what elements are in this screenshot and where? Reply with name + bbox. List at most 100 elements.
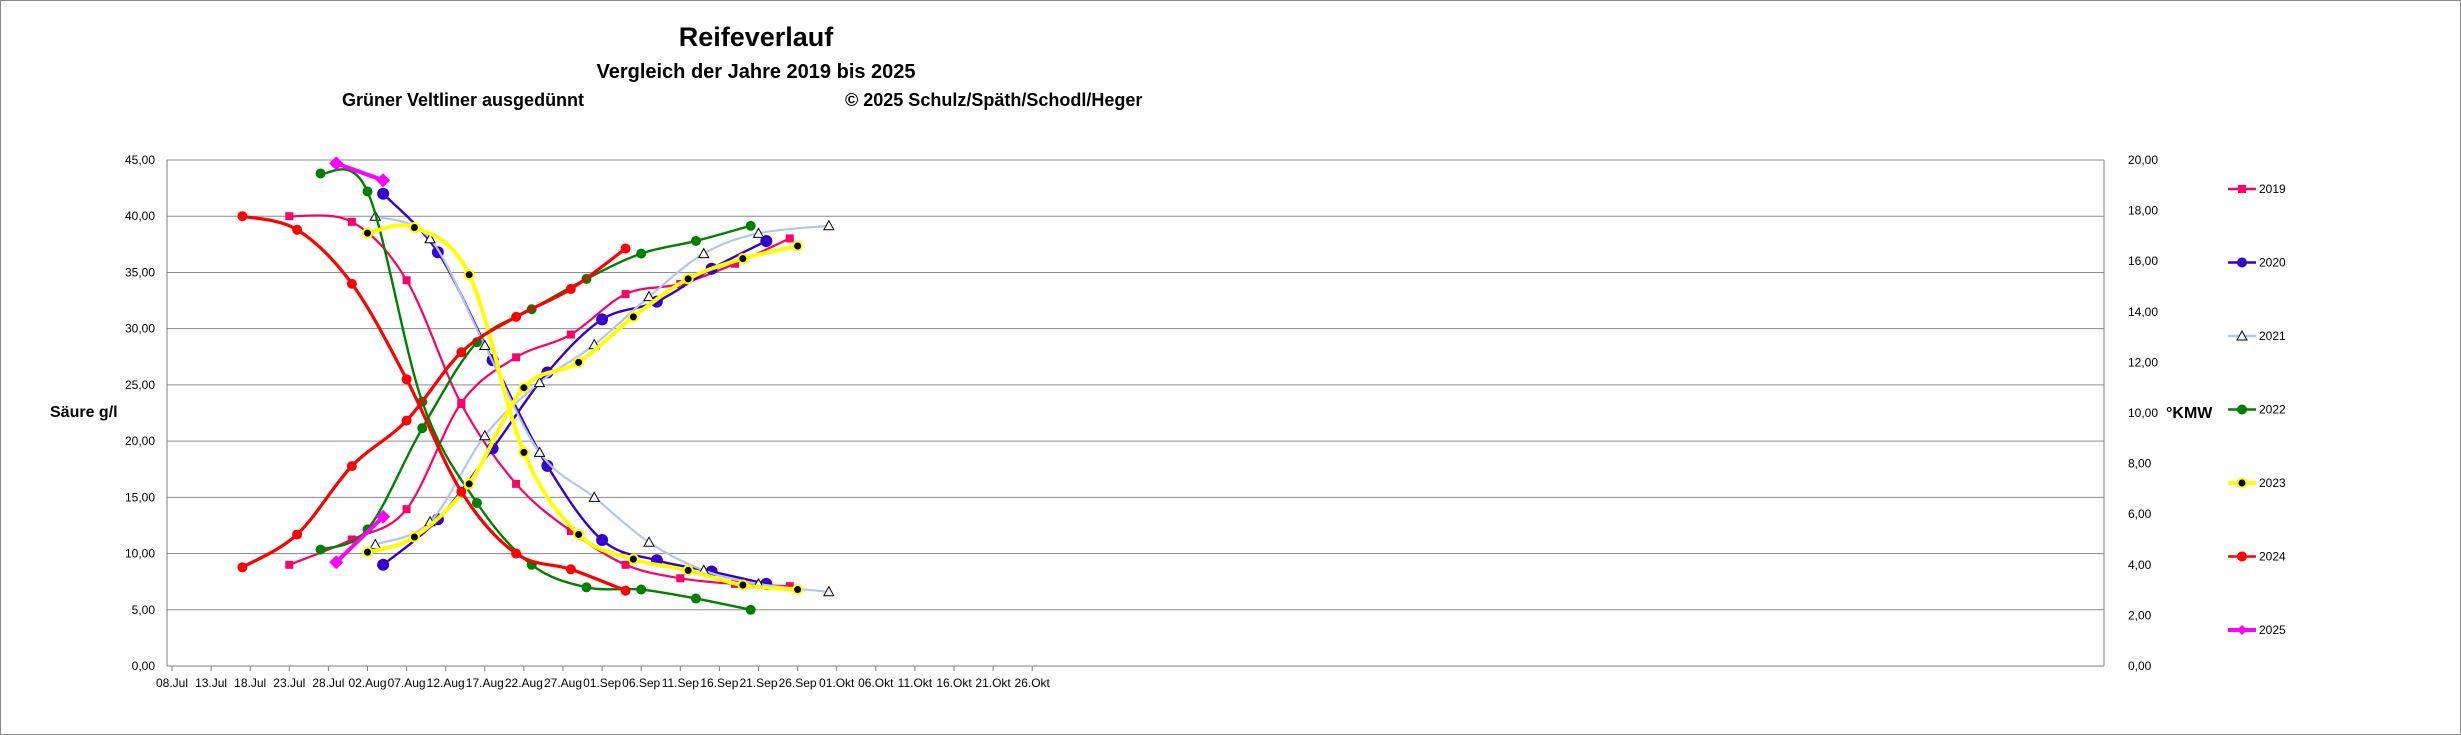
series-2024-acid-point bbox=[346, 278, 357, 289]
series-2023-acid-point bbox=[737, 579, 749, 591]
series-2025-acid-point bbox=[329, 156, 344, 171]
legend-label-2019: 2019 bbox=[2259, 182, 2286, 196]
series-2019-kmw-point bbox=[457, 398, 466, 407]
series-2023-kmw-point bbox=[463, 478, 475, 490]
series-2023-acid-point bbox=[792, 584, 804, 596]
series-2019-acid-point bbox=[347, 217, 356, 226]
series-2023-kmw-point bbox=[518, 382, 530, 394]
series-2023-acid-point bbox=[362, 227, 373, 239]
legend-marker-2021 bbox=[2236, 329, 2248, 341]
y-tick-label: 5,00 bbox=[132, 603, 156, 617]
series-2023-acid-point bbox=[682, 564, 694, 576]
legend-label-2022: 2022 bbox=[2259, 403, 2286, 417]
y-tick-label: 25,00 bbox=[125, 378, 155, 392]
x-tick-label: 22.Aug bbox=[505, 676, 543, 690]
legend-marker-2022 bbox=[2237, 404, 2247, 415]
y-tick-label: 15,00 bbox=[125, 490, 155, 504]
series-2019-kmw-point bbox=[566, 330, 575, 339]
y2-tick-label: 14,00 bbox=[2128, 305, 2158, 319]
y-tick-label: 0,00 bbox=[132, 659, 156, 673]
y-tick-label: 40,00 bbox=[125, 209, 155, 223]
series-2021-kmw-point bbox=[823, 219, 835, 231]
series-2021-kmw-point bbox=[752, 227, 765, 238]
series-2024-kmw-point bbox=[401, 415, 412, 426]
series-2024-acid-point bbox=[456, 486, 467, 497]
series-2022-acid-point bbox=[471, 497, 482, 508]
series-2019-acid-point bbox=[676, 574, 685, 583]
series-2022-kmw-point bbox=[315, 544, 326, 555]
series-2024-kmw-point bbox=[620, 243, 631, 254]
x-tick-label: 17.Aug bbox=[466, 676, 504, 690]
series-2022-acid-point bbox=[636, 584, 647, 595]
series-2022-acid-point bbox=[315, 168, 326, 179]
series-2020-acid-point bbox=[596, 534, 609, 547]
x-tick-label: 16.Sep bbox=[700, 676, 738, 690]
legend-marker-2024 bbox=[2237, 551, 2247, 562]
series-2022-kmw-point bbox=[636, 248, 647, 259]
y-tick-label: 45,00 bbox=[125, 153, 155, 167]
series-2023-kmw-point bbox=[792, 240, 804, 252]
legend-marker-2025 bbox=[2237, 625, 2247, 635]
y-tick-label: 20,00 bbox=[125, 434, 155, 448]
series-2019-kmw-point bbox=[731, 259, 740, 268]
series-2020-acid-point bbox=[377, 187, 390, 200]
series-2023-kmw-point bbox=[362, 546, 373, 558]
series-2020-acid-point bbox=[541, 459, 554, 472]
y-tick-label: 35,00 bbox=[125, 265, 155, 279]
series-2024-acid-point bbox=[237, 211, 248, 222]
x-tick-label: 06.Okt bbox=[858, 676, 894, 690]
series-2024-kmw-point bbox=[511, 311, 522, 322]
x-tick-label: 01.Okt bbox=[819, 676, 855, 690]
series-2024-kmw-point bbox=[565, 284, 576, 295]
series-2025-kmw-line bbox=[334, 514, 386, 565]
legend-label-2021: 2021 bbox=[2259, 329, 2286, 343]
series-2021-kmw-point bbox=[478, 429, 491, 441]
x-tick-label: 21.Okt bbox=[975, 676, 1011, 690]
series-2019-kmw-point bbox=[512, 353, 521, 362]
series-2021-acid-point bbox=[643, 536, 655, 547]
series-2021-acid-point bbox=[588, 491, 601, 502]
x-tick-label: 18.Jul bbox=[234, 676, 266, 690]
y2-tick-label: 10,00 bbox=[2128, 406, 2158, 420]
x-tick-label: 28.Jul bbox=[312, 676, 344, 690]
series-2021-kmw-point bbox=[533, 376, 546, 388]
series-2024-kmw-point bbox=[346, 461, 357, 472]
x-tick-label: 07.Aug bbox=[388, 676, 426, 690]
x-tick-label: 16.Okt bbox=[936, 676, 972, 690]
series-2019-acid-point bbox=[621, 560, 630, 569]
series-2019-kmw-point bbox=[347, 535, 356, 544]
y-tick-label: 10,00 bbox=[125, 547, 155, 561]
chart-subtitle: Vergleich der Jahre 2019 bis 2025 bbox=[596, 61, 916, 83]
series-2024-acid-point bbox=[292, 224, 303, 235]
series-2023-kmw-point bbox=[627, 311, 639, 323]
series-2024-kmw-point bbox=[456, 347, 467, 358]
series-2023-kmw-point bbox=[573, 356, 585, 368]
series-2019-kmw-point bbox=[402, 505, 411, 514]
x-tick-label: 27.Aug bbox=[544, 676, 582, 690]
x-tick-label: 26.Okt bbox=[1015, 676, 1051, 690]
x-tick-label: 01.Sep bbox=[583, 676, 621, 690]
series-2025-kmw-point bbox=[329, 555, 344, 570]
x-tick-label: 13.Jul bbox=[195, 676, 227, 690]
y-tick-label: 30,00 bbox=[125, 322, 155, 336]
legend-marker-2019 bbox=[2238, 185, 2246, 193]
series-2020-kmw-point bbox=[760, 234, 773, 247]
y2-tick-label: 4,00 bbox=[2128, 558, 2152, 572]
y2-tick-label: 6,00 bbox=[2128, 507, 2152, 521]
series-2022-kmw-point bbox=[417, 423, 428, 434]
series-2019-acid-point bbox=[512, 479, 521, 488]
legend-marker-2020 bbox=[2237, 257, 2247, 268]
series-2019-acid-point bbox=[566, 527, 575, 536]
series-2023-kmw-point bbox=[737, 253, 749, 265]
y2-tick-label: 18,00 bbox=[2128, 204, 2158, 218]
series-2021-acid-point bbox=[823, 585, 835, 597]
series-2021-acid-point bbox=[533, 446, 546, 457]
legend-label-2023: 2023 bbox=[2259, 476, 2286, 490]
y-axis-label-right: °KMW bbox=[2166, 405, 2213, 422]
series-2021-acid-point bbox=[424, 232, 436, 244]
x-tick-label: 11.Sep bbox=[662, 676, 699, 690]
series-2023-acid-point bbox=[518, 446, 530, 458]
series-2022-acid-point bbox=[581, 582, 592, 593]
series-2021-kmw-point bbox=[643, 290, 655, 302]
